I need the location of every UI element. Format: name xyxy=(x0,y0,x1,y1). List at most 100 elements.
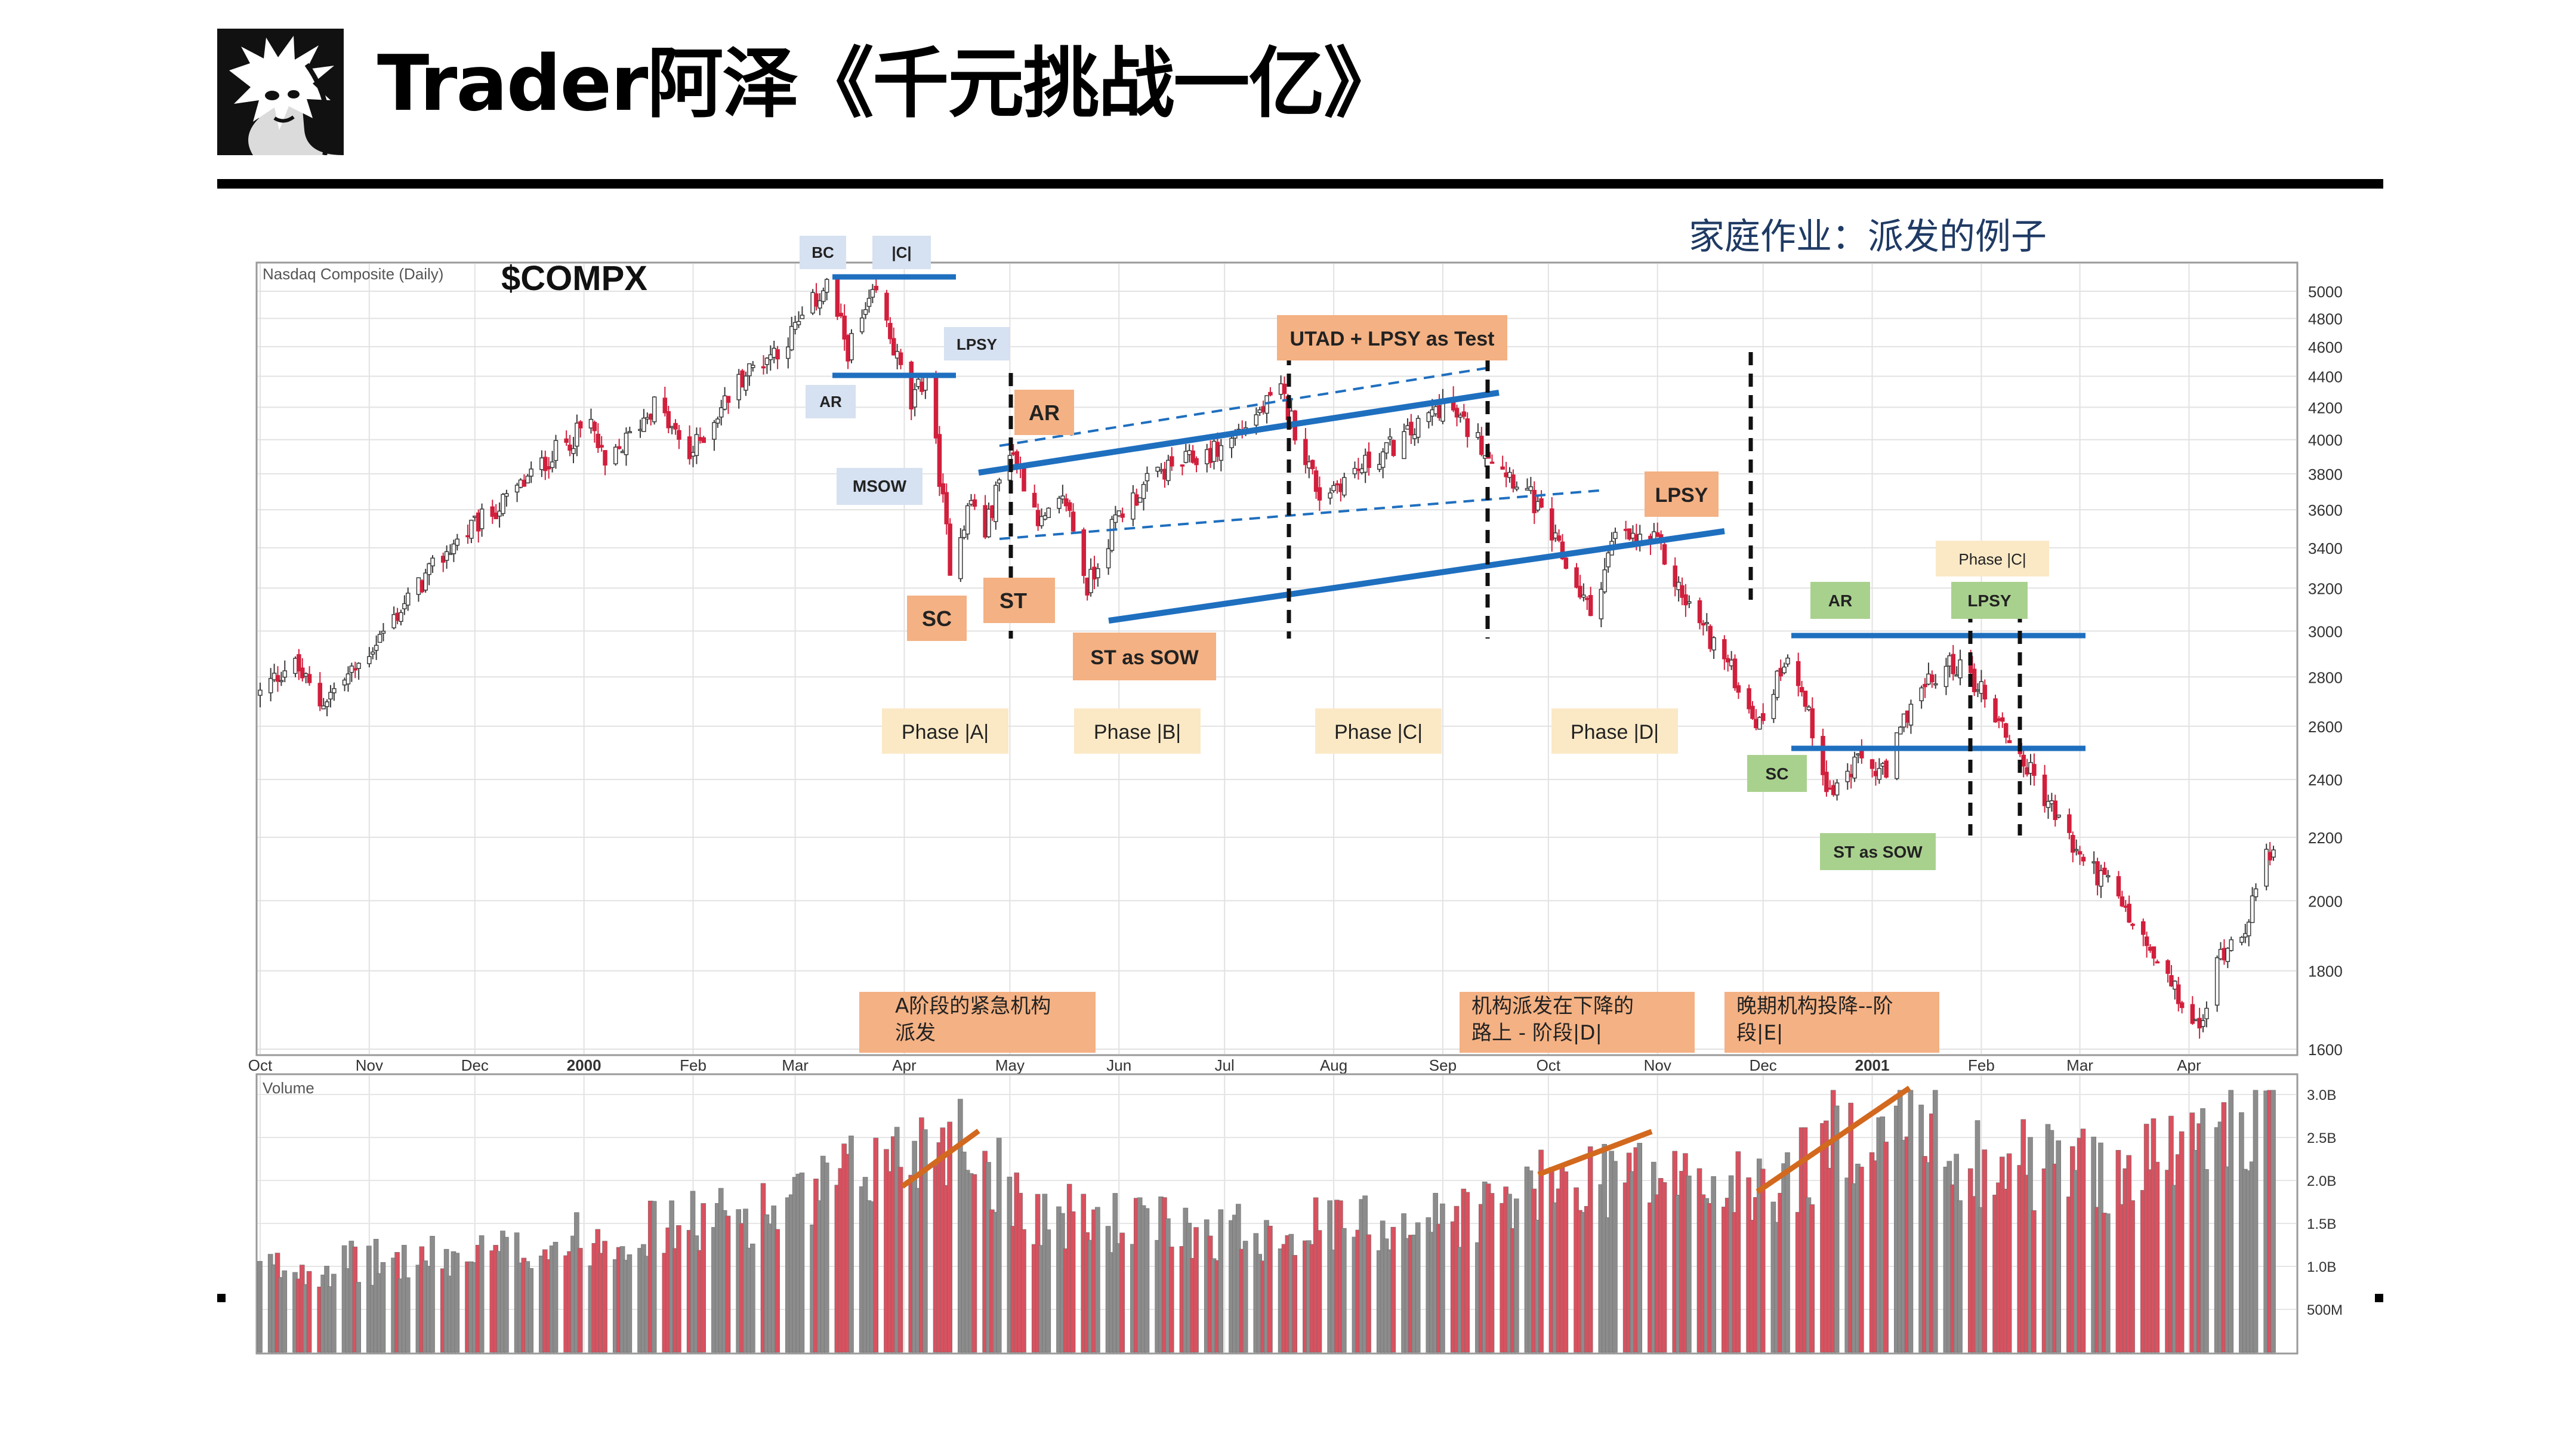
candle xyxy=(849,329,854,363)
volume-bar xyxy=(282,1270,288,1353)
candle xyxy=(1022,465,1026,492)
candle xyxy=(2003,723,2009,744)
price-tick-label: 3600 xyxy=(2308,501,2343,519)
volume-bar xyxy=(2179,1131,2185,1353)
candle xyxy=(1131,485,1136,526)
candle xyxy=(627,426,633,433)
candle xyxy=(2229,936,2233,952)
time-tick-label: Jun xyxy=(1106,1056,1131,1074)
candle xyxy=(1958,649,1963,686)
annotation-lpsy: LPSY xyxy=(1645,471,1719,517)
channel-mid-dashed xyxy=(999,489,1600,540)
volume-bar xyxy=(2253,1090,2259,1353)
candle xyxy=(1166,455,1171,485)
candle xyxy=(599,436,604,452)
price-tick-label: 3800 xyxy=(2308,465,2343,483)
candle xyxy=(328,685,333,708)
candle xyxy=(1461,403,1467,420)
annotation-sc: SC xyxy=(907,596,967,641)
candle xyxy=(1673,557,1677,597)
candle xyxy=(1588,587,1593,616)
candle xyxy=(423,569,428,593)
candle xyxy=(863,302,868,319)
candle xyxy=(1993,695,1998,723)
volume-bar xyxy=(1834,1105,1840,1353)
candle xyxy=(1120,507,1125,523)
price-tick-label: 3200 xyxy=(2308,579,2343,597)
candle xyxy=(1155,466,1160,477)
volume-panel-frame xyxy=(255,1073,2299,1355)
volume-bar xyxy=(356,1282,361,1353)
candle xyxy=(944,483,949,535)
time-tick-label: Dec xyxy=(1750,1056,1777,1074)
candle xyxy=(469,519,474,544)
price-tick-label: 2000 xyxy=(2308,892,2343,910)
candle xyxy=(1088,558,1093,597)
volume-bar xyxy=(725,1216,731,1353)
candle xyxy=(1930,670,1935,688)
svg-text:Phase |A|: Phase |A| xyxy=(902,721,989,744)
candlestick-series xyxy=(258,275,2276,1039)
volume-bar xyxy=(651,1201,657,1353)
candle xyxy=(940,473,946,503)
candle xyxy=(842,304,847,351)
candle xyxy=(504,489,509,507)
candle xyxy=(427,562,431,585)
candle xyxy=(1039,508,1044,529)
svg-text:路上 - 阶段|D|: 路上 - 阶段|D| xyxy=(1471,1021,1602,1045)
candle xyxy=(1943,658,1949,695)
candle xyxy=(1106,539,1111,575)
time-tick-label: Feb xyxy=(1968,1056,1995,1074)
candle xyxy=(381,623,386,642)
volume-bar xyxy=(2228,1090,2234,1353)
time-tick-label: 2001 xyxy=(1855,1056,1890,1074)
volume-bar xyxy=(2080,1129,2086,1353)
volume-bar xyxy=(627,1254,633,1353)
candle xyxy=(1479,427,1484,457)
candle xyxy=(282,660,288,683)
volume-label: Volume xyxy=(263,1079,314,1097)
candle xyxy=(1722,635,1727,670)
candle xyxy=(761,355,766,375)
volume-bar xyxy=(2031,1210,2037,1353)
svg-text:ST: ST xyxy=(999,588,1027,613)
candle xyxy=(575,414,579,457)
volume-bar xyxy=(1168,1246,1174,1353)
candle xyxy=(1511,469,1516,493)
candle xyxy=(2032,753,2037,786)
volume-bar xyxy=(553,1241,559,1353)
candle xyxy=(1824,760,1829,797)
volume-trend-line xyxy=(1537,1129,1653,1177)
volume-bar xyxy=(430,1235,435,1353)
price-tick-label: 5000 xyxy=(2308,283,2343,301)
volume-bar xyxy=(1982,1149,1988,1353)
volume-bar xyxy=(1612,1161,1618,1353)
volume-bar xyxy=(577,1248,583,1353)
candle xyxy=(1190,445,1195,464)
candle xyxy=(1282,377,1287,402)
candle xyxy=(297,649,301,680)
svg-text:LPSY: LPSY xyxy=(1967,591,2011,610)
volume-bar xyxy=(897,1167,903,1353)
candle xyxy=(1310,459,1315,474)
candle xyxy=(268,668,273,702)
candle xyxy=(694,427,699,464)
price-tick-label: 2400 xyxy=(2308,771,2343,789)
volume-bar xyxy=(1563,1171,1569,1353)
candle xyxy=(1785,654,1790,667)
time-tick-label: Nov xyxy=(1644,1056,1671,1074)
volume-bar xyxy=(1514,1198,1519,1353)
volume-bar xyxy=(504,1237,509,1353)
slide-marker-left xyxy=(217,1294,226,1302)
candle xyxy=(321,698,326,710)
candle xyxy=(279,671,284,686)
candle xyxy=(866,289,872,313)
svg-text:Phase |D|: Phase |D| xyxy=(1571,721,1659,744)
svg-text:Phase |C|: Phase |C| xyxy=(1958,550,2026,568)
candle xyxy=(2250,887,2255,923)
candle xyxy=(356,662,361,680)
volume-bar xyxy=(1440,1203,1445,1353)
candle xyxy=(948,518,952,576)
candle xyxy=(1680,577,1685,606)
candle xyxy=(1550,497,1554,552)
